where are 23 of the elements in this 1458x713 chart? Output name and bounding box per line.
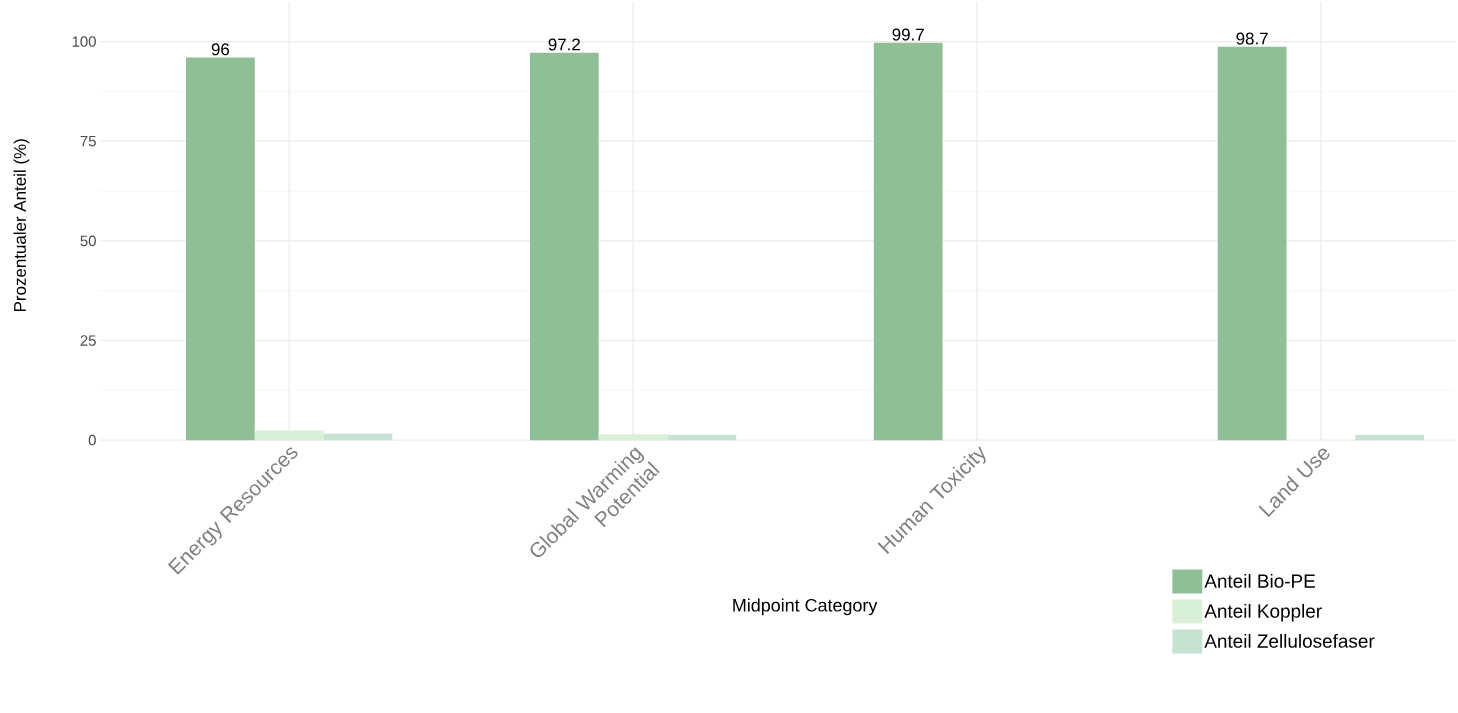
- legend-label: Anteil Zellulosefaser: [1204, 633, 1375, 648]
- bar: [1355, 434, 1425, 441]
- bar: [1217, 46, 1287, 441]
- bar: [598, 434, 668, 441]
- y-axis-title: Prozentualer Anteil (%): [13, 139, 30, 311]
- bar: [667, 434, 737, 441]
- x-axis-title: Midpoint Category: [733, 598, 878, 616]
- legend-label: Anteil Bio-PE: [1204, 573, 1315, 588]
- bar: [185, 57, 255, 441]
- y-tick-label: 100: [72, 36, 96, 47]
- bar: [254, 430, 324, 441]
- y-tick-label: 0: [88, 434, 96, 446]
- data-label: 99.7: [892, 28, 924, 41]
- y-tick-label: 25: [80, 335, 96, 346]
- y-tick-label: 50: [80, 235, 96, 247]
- y-tick-label: 75: [80, 135, 96, 147]
- data-label: 98.7: [1236, 32, 1268, 45]
- bar: [873, 42, 943, 441]
- bar: [323, 433, 393, 441]
- legend-label: Anteil Koppler: [1204, 603, 1322, 622]
- data-label: 96: [211, 43, 230, 56]
- data-label: 97.2: [548, 38, 580, 51]
- bar: [529, 52, 599, 441]
